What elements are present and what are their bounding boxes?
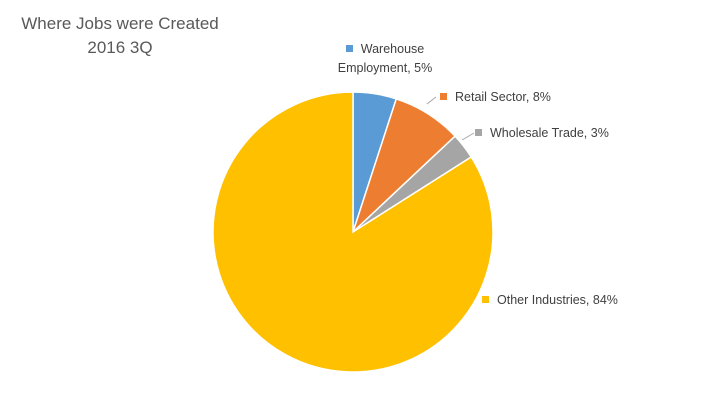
- label-marker: [345, 45, 353, 52]
- pie-slice: [212, 91, 494, 373]
- data-label: Warehouse Employment, 5%: [320, 40, 450, 78]
- label-marker: [440, 93, 447, 100]
- data-label: Wholesale Trade, 3%: [475, 124, 675, 143]
- data-label: Other Industries, 84%: [482, 291, 682, 310]
- data-label-text: Other Industries, 84%: [497, 293, 618, 307]
- chart-title: Where Jobs were Created: [21, 14, 219, 33]
- label-marker: [482, 296, 489, 303]
- chart-subtitle: 2016 3Q: [87, 38, 153, 57]
- data-label: Retail Sector, 8%: [440, 88, 640, 107]
- data-label-text: Wholesale Trade, 3%: [490, 126, 609, 140]
- data-label-text: Warehouse Employment, 5%: [337, 42, 433, 75]
- data-label-text: Retail Sector, 8%: [455, 90, 551, 104]
- leader-line: [461, 132, 475, 141]
- label-marker: [475, 129, 482, 136]
- leader-line: [426, 96, 437, 105]
